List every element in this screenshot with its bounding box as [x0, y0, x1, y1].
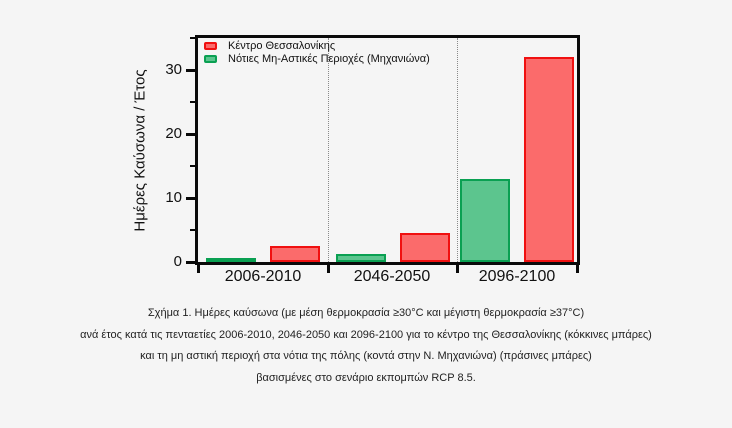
caption-line: Σχήμα 1. Ημέρες καύσωνα (με μέση θερμοκρ… [147, 307, 585, 319]
legend: Κέντρο Θεσσαλονίκης Νότιες Μη-Αστικές Πε… [204, 40, 430, 65]
bar-non-urban-2096-2100 [460, 178, 510, 262]
caption-line: και τη μη αστική περιοχή στα νότια της π… [140, 350, 592, 362]
y-major-tick-10 [186, 196, 195, 200]
x-tick [455, 265, 459, 273]
x-tick [575, 265, 579, 273]
y-minor-tick-25 [190, 101, 195, 103]
figure-caption: Σχήμα 1. Ημέρες καύσωνα (με μέση θερμοκρ… [0, 303, 732, 389]
x-tick-label-2096-2100: 2096-2100 [478, 268, 556, 285]
x-tick [196, 265, 200, 273]
y-major-tick-0 [186, 260, 195, 264]
group-separator-line [457, 38, 458, 262]
y-axis-title-text: Ημέρες Καύσωνα / Έτος [131, 68, 149, 232]
legend-swatch-green [204, 55, 217, 63]
y-tick-label-20: 20 [165, 125, 182, 142]
bar-non-urban-2046-2050 [335, 254, 386, 262]
legend-item-thessaloniki-center: Κέντρο Θεσσαλονίκης [204, 40, 430, 52]
legend-item-southern-non-urban: Νότιες Μη-Αστικές Περιοχές (Μηχανιώνα) [204, 53, 430, 65]
x-tick-label-2046-2050: 2046-2050 [353, 268, 431, 285]
x-tick [326, 265, 330, 273]
caption-line: ανά έτος κατά τις πενταετίες 2006-2010, … [80, 328, 652, 341]
bar-city-center-2006-2010 [270, 246, 320, 262]
bar-non-urban-2006-2010 [206, 257, 256, 262]
bar-city-center-2046-2050 [399, 233, 450, 262]
y-major-tick-20 [186, 132, 195, 136]
legend-label: Νότιες Μη-Αστικές Περιοχές (Μηχανιώνα) [228, 53, 430, 65]
y-major-tick-30 [186, 68, 195, 72]
y-tick-label-30: 30 [165, 61, 182, 78]
caption-line: βασισμένες στο σενάριο εκπομπών RCP 8.5. [256, 371, 476, 384]
legend-label: Κέντρο Θεσσαλονίκης [228, 40, 336, 52]
y-tick-label-10: 10 [165, 189, 182, 206]
bar-city-center-2096-2100 [524, 57, 574, 262]
y-tick-label-0: 0 [173, 253, 182, 270]
plot-area: Κέντρο Θεσσαλονίκης Νότιες Μη-Αστικές Πε… [195, 35, 580, 265]
x-tick-label-2006-2010: 2006-2010 [224, 268, 302, 285]
y-minor-tick-5 [190, 229, 195, 231]
group-separator-line [328, 38, 329, 262]
legend-swatch-red [204, 42, 217, 50]
y-minor-tick-35 [190, 37, 195, 39]
y-minor-tick-15 [190, 165, 195, 167]
